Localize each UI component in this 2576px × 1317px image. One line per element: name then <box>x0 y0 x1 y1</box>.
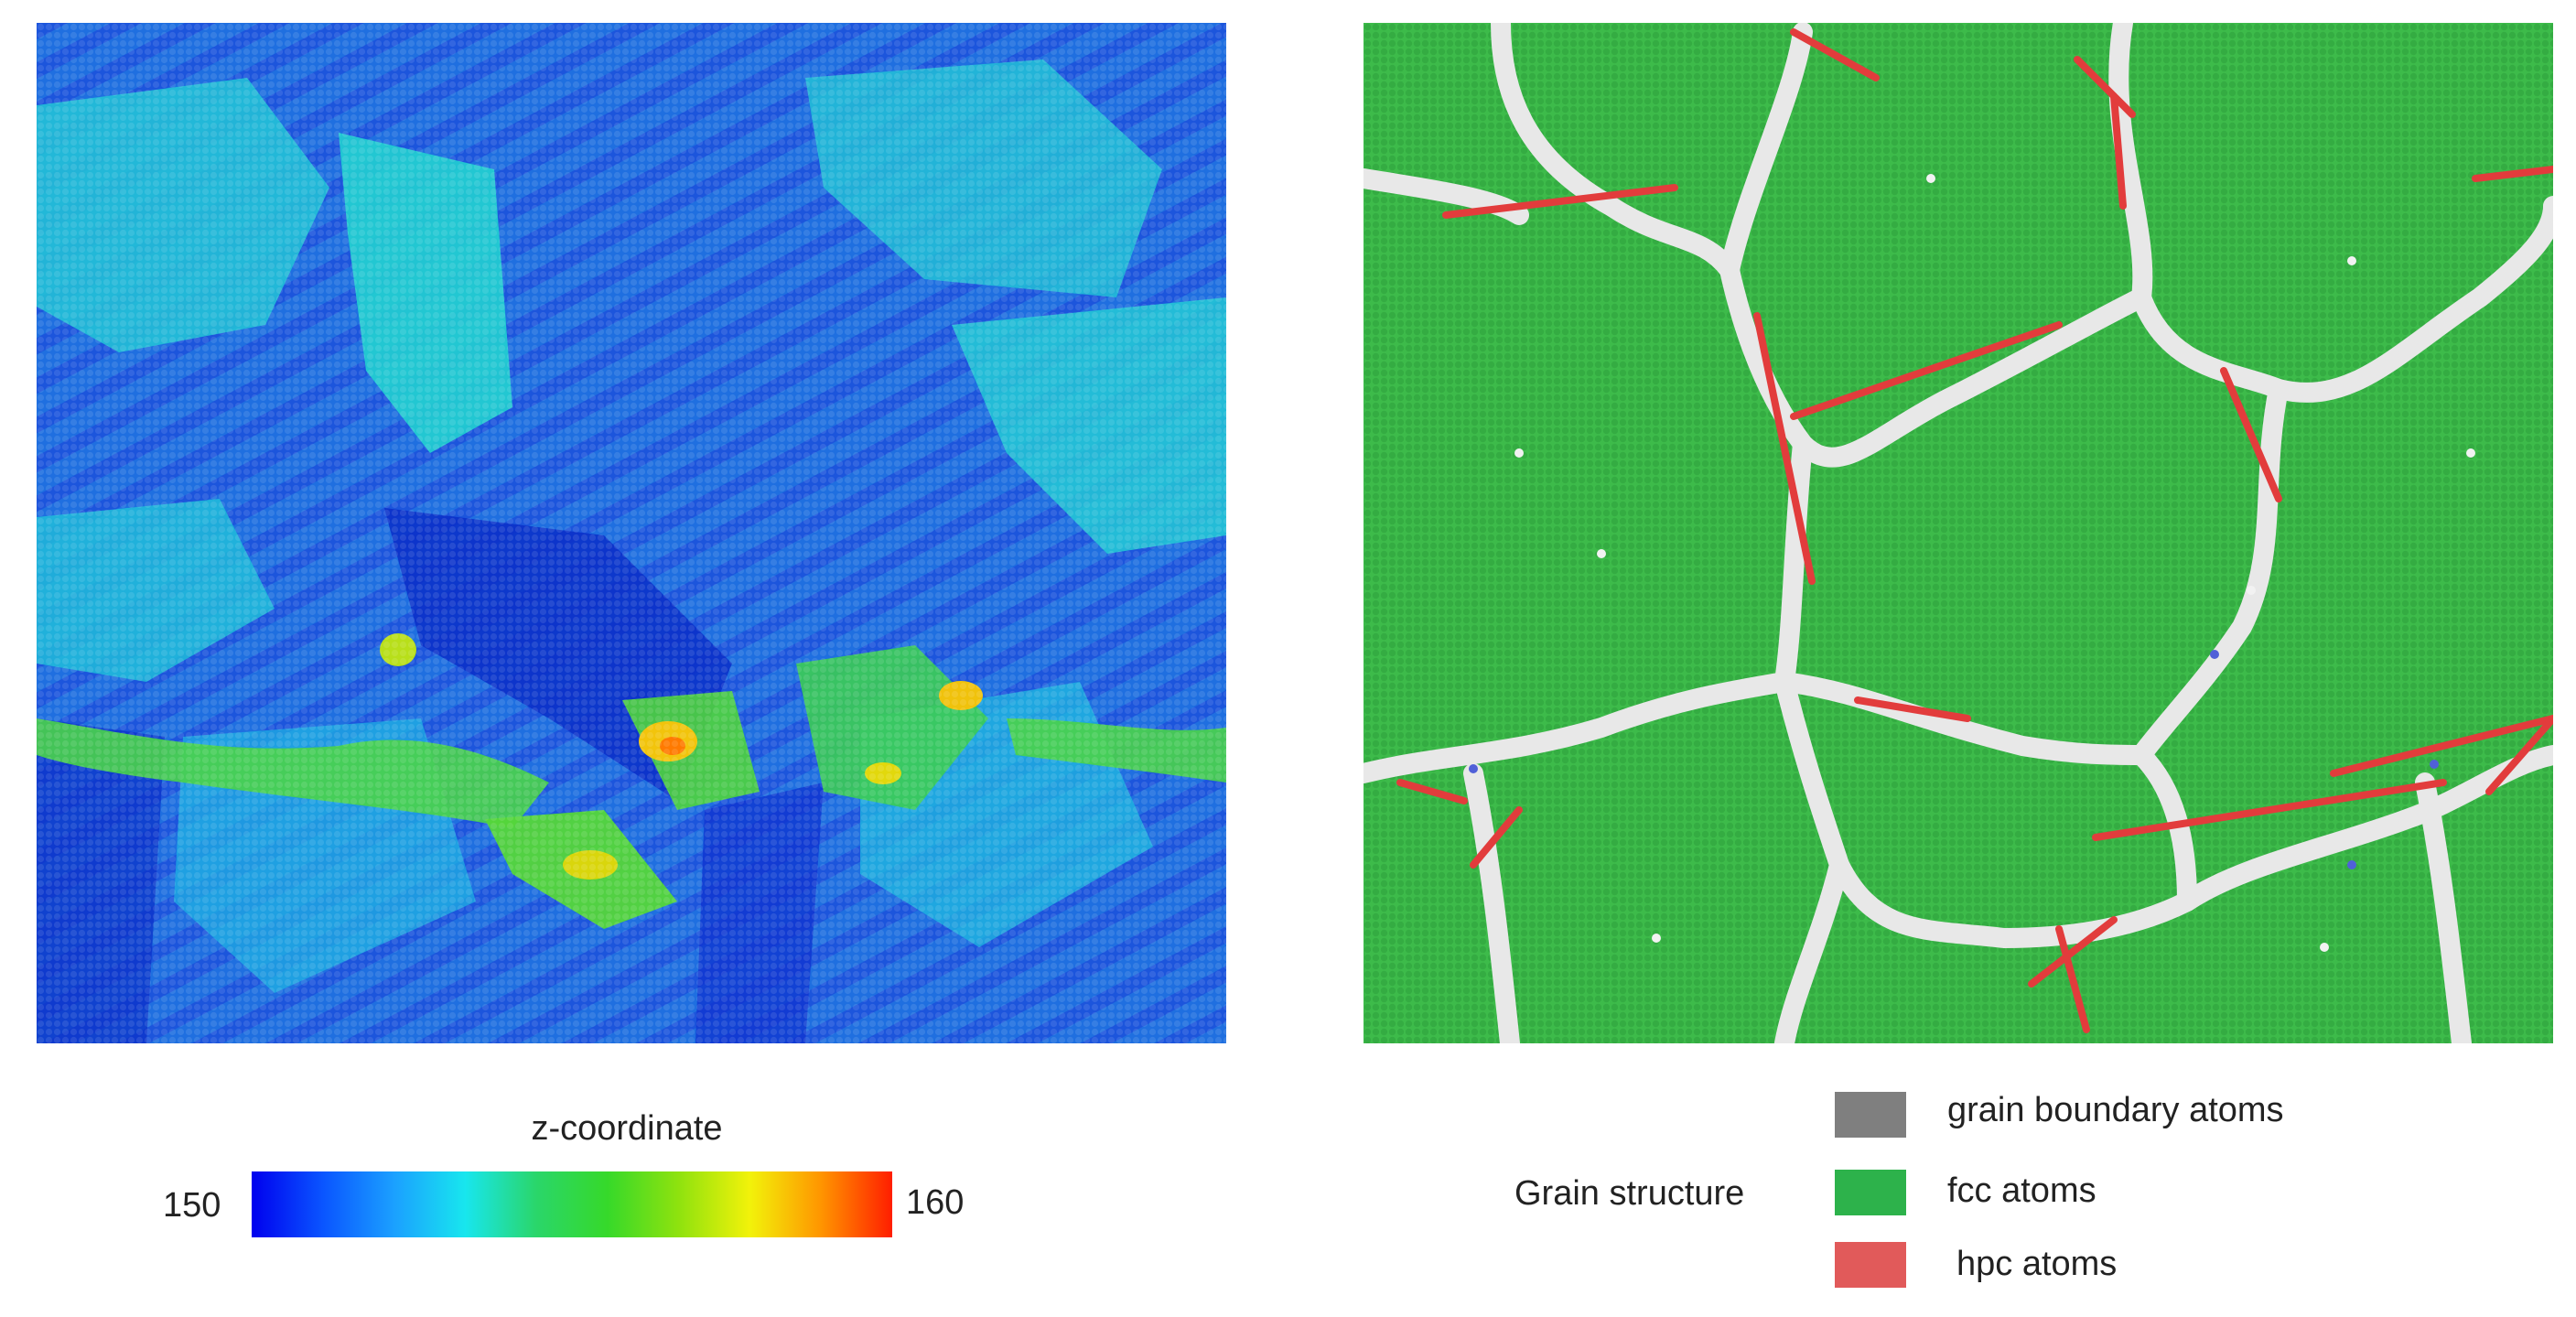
colorbar-max-label: 160 <box>906 1183 965 1222</box>
grain-structure-panel <box>1363 23 2553 1043</box>
height-map-image <box>37 23 1226 1043</box>
colorbar-title: z-coordinate <box>531 1109 723 1148</box>
height-map-panel <box>37 23 1226 1043</box>
legend-swatch-fcc <box>1835 1170 1906 1215</box>
legend-swatch-grain-boundary <box>1835 1092 1906 1138</box>
legend-label-fcc: fcc atoms <box>1947 1171 2096 1210</box>
legend-label-hpc: hpc atoms <box>1956 1245 2118 1283</box>
colorbar-min-label: 150 <box>163 1186 221 1225</box>
colorbar-gradient <box>252 1171 892 1237</box>
grain-structure-image <box>1363 23 2553 1043</box>
legend-title: Grain structure <box>1514 1174 1745 1213</box>
legend-swatch-hpc <box>1835 1242 1906 1288</box>
legend-label-grain-boundary: grain boundary atoms <box>1947 1091 2284 1129</box>
